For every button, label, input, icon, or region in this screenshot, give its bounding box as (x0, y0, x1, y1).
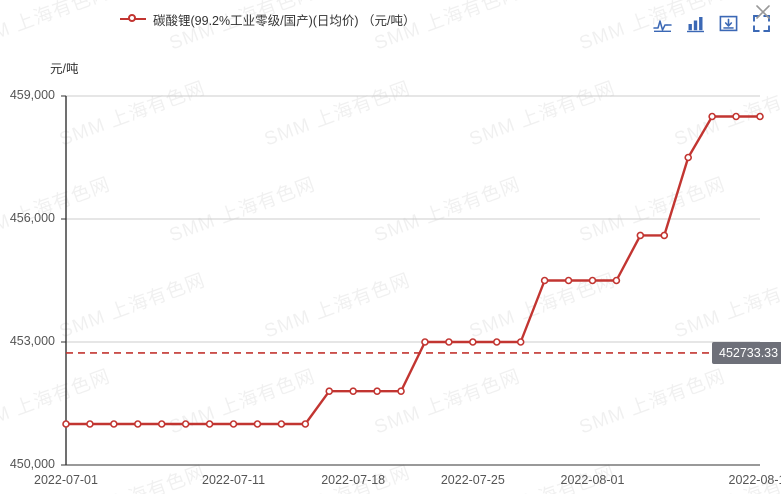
line-chart-icon[interactable] (653, 14, 672, 33)
data-point[interactable] (636, 231, 645, 240)
data-point[interactable] (469, 338, 477, 346)
data-point[interactable] (445, 338, 453, 346)
data-point[interactable] (732, 112, 740, 121)
data-point[interactable] (397, 387, 405, 396)
x-axis-tick-label: 2022-08-01 (560, 473, 625, 487)
data-point[interactable] (588, 276, 597, 285)
data-point[interactable] (277, 420, 286, 428)
y-axis-tick-label: 459,000 (9, 88, 55, 102)
y-axis-tick-label: 453,000 (9, 334, 55, 348)
data-point[interactable] (612, 276, 621, 285)
data-point[interactable] (253, 420, 262, 428)
data-point[interactable] (157, 420, 166, 428)
data-point[interactable] (133, 420, 142, 428)
data-point[interactable] (86, 420, 94, 428)
data-point[interactable] (325, 387, 334, 396)
data-point[interactable] (421, 338, 429, 346)
average-value-badge: 452733.33 (712, 341, 781, 364)
y-axis-unit-label: 元/吨 (50, 62, 79, 76)
x-axis-tick-label: 2022-08-11 (728, 473, 781, 487)
data-point[interactable] (181, 420, 190, 428)
data-point[interactable] (540, 276, 549, 285)
data-point[interactable] (301, 420, 310, 428)
data-point[interactable] (516, 338, 525, 346)
data-point[interactable] (373, 387, 381, 396)
y-axis-tick-label: 450,000 (9, 457, 55, 471)
chart-toolbar[interactable] (653, 14, 771, 33)
data-point[interactable] (110, 420, 118, 428)
data-point[interactable] (349, 387, 357, 396)
data-point[interactable] (684, 153, 693, 162)
save-image-icon[interactable] (719, 14, 738, 33)
data-point[interactable] (62, 420, 70, 428)
x-axis-tick-label: 2022-07-11 (202, 473, 266, 487)
x-axis-tick-label: 2022-07-01 (34, 473, 98, 487)
y-axis-tick-label: 456,000 (9, 211, 55, 225)
series-line (64, 115, 762, 426)
legend[interactable]: 碳酸锂(99.2%工业零级/国产)(日均价) （元/吨） (120, 9, 416, 29)
y-axis-tick-labels: 450,000 453,000 456,000 459,000 (0, 0, 55, 494)
data-point[interactable] (756, 112, 764, 121)
fullscreen-icon[interactable] (752, 14, 771, 33)
legend-label: 碳酸锂(99.2%工业零级/国产)(日均价) （元/吨） (153, 13, 416, 28)
data-point[interactable] (660, 231, 669, 240)
legend-marker-icon (120, 12, 146, 26)
x-axis-tick-label: 2022-07-18 (321, 473, 386, 487)
close-button[interactable] (753, 2, 773, 22)
x-axis-tick-label: 2022-07-25 (440, 473, 505, 487)
data-point[interactable] (564, 276, 573, 285)
data-point[interactable] (229, 420, 238, 428)
data-point[interactable] (205, 420, 214, 428)
data-point[interactable] (492, 338, 501, 346)
bar-chart-icon[interactable] (686, 14, 705, 33)
data-point[interactable] (708, 112, 716, 121)
